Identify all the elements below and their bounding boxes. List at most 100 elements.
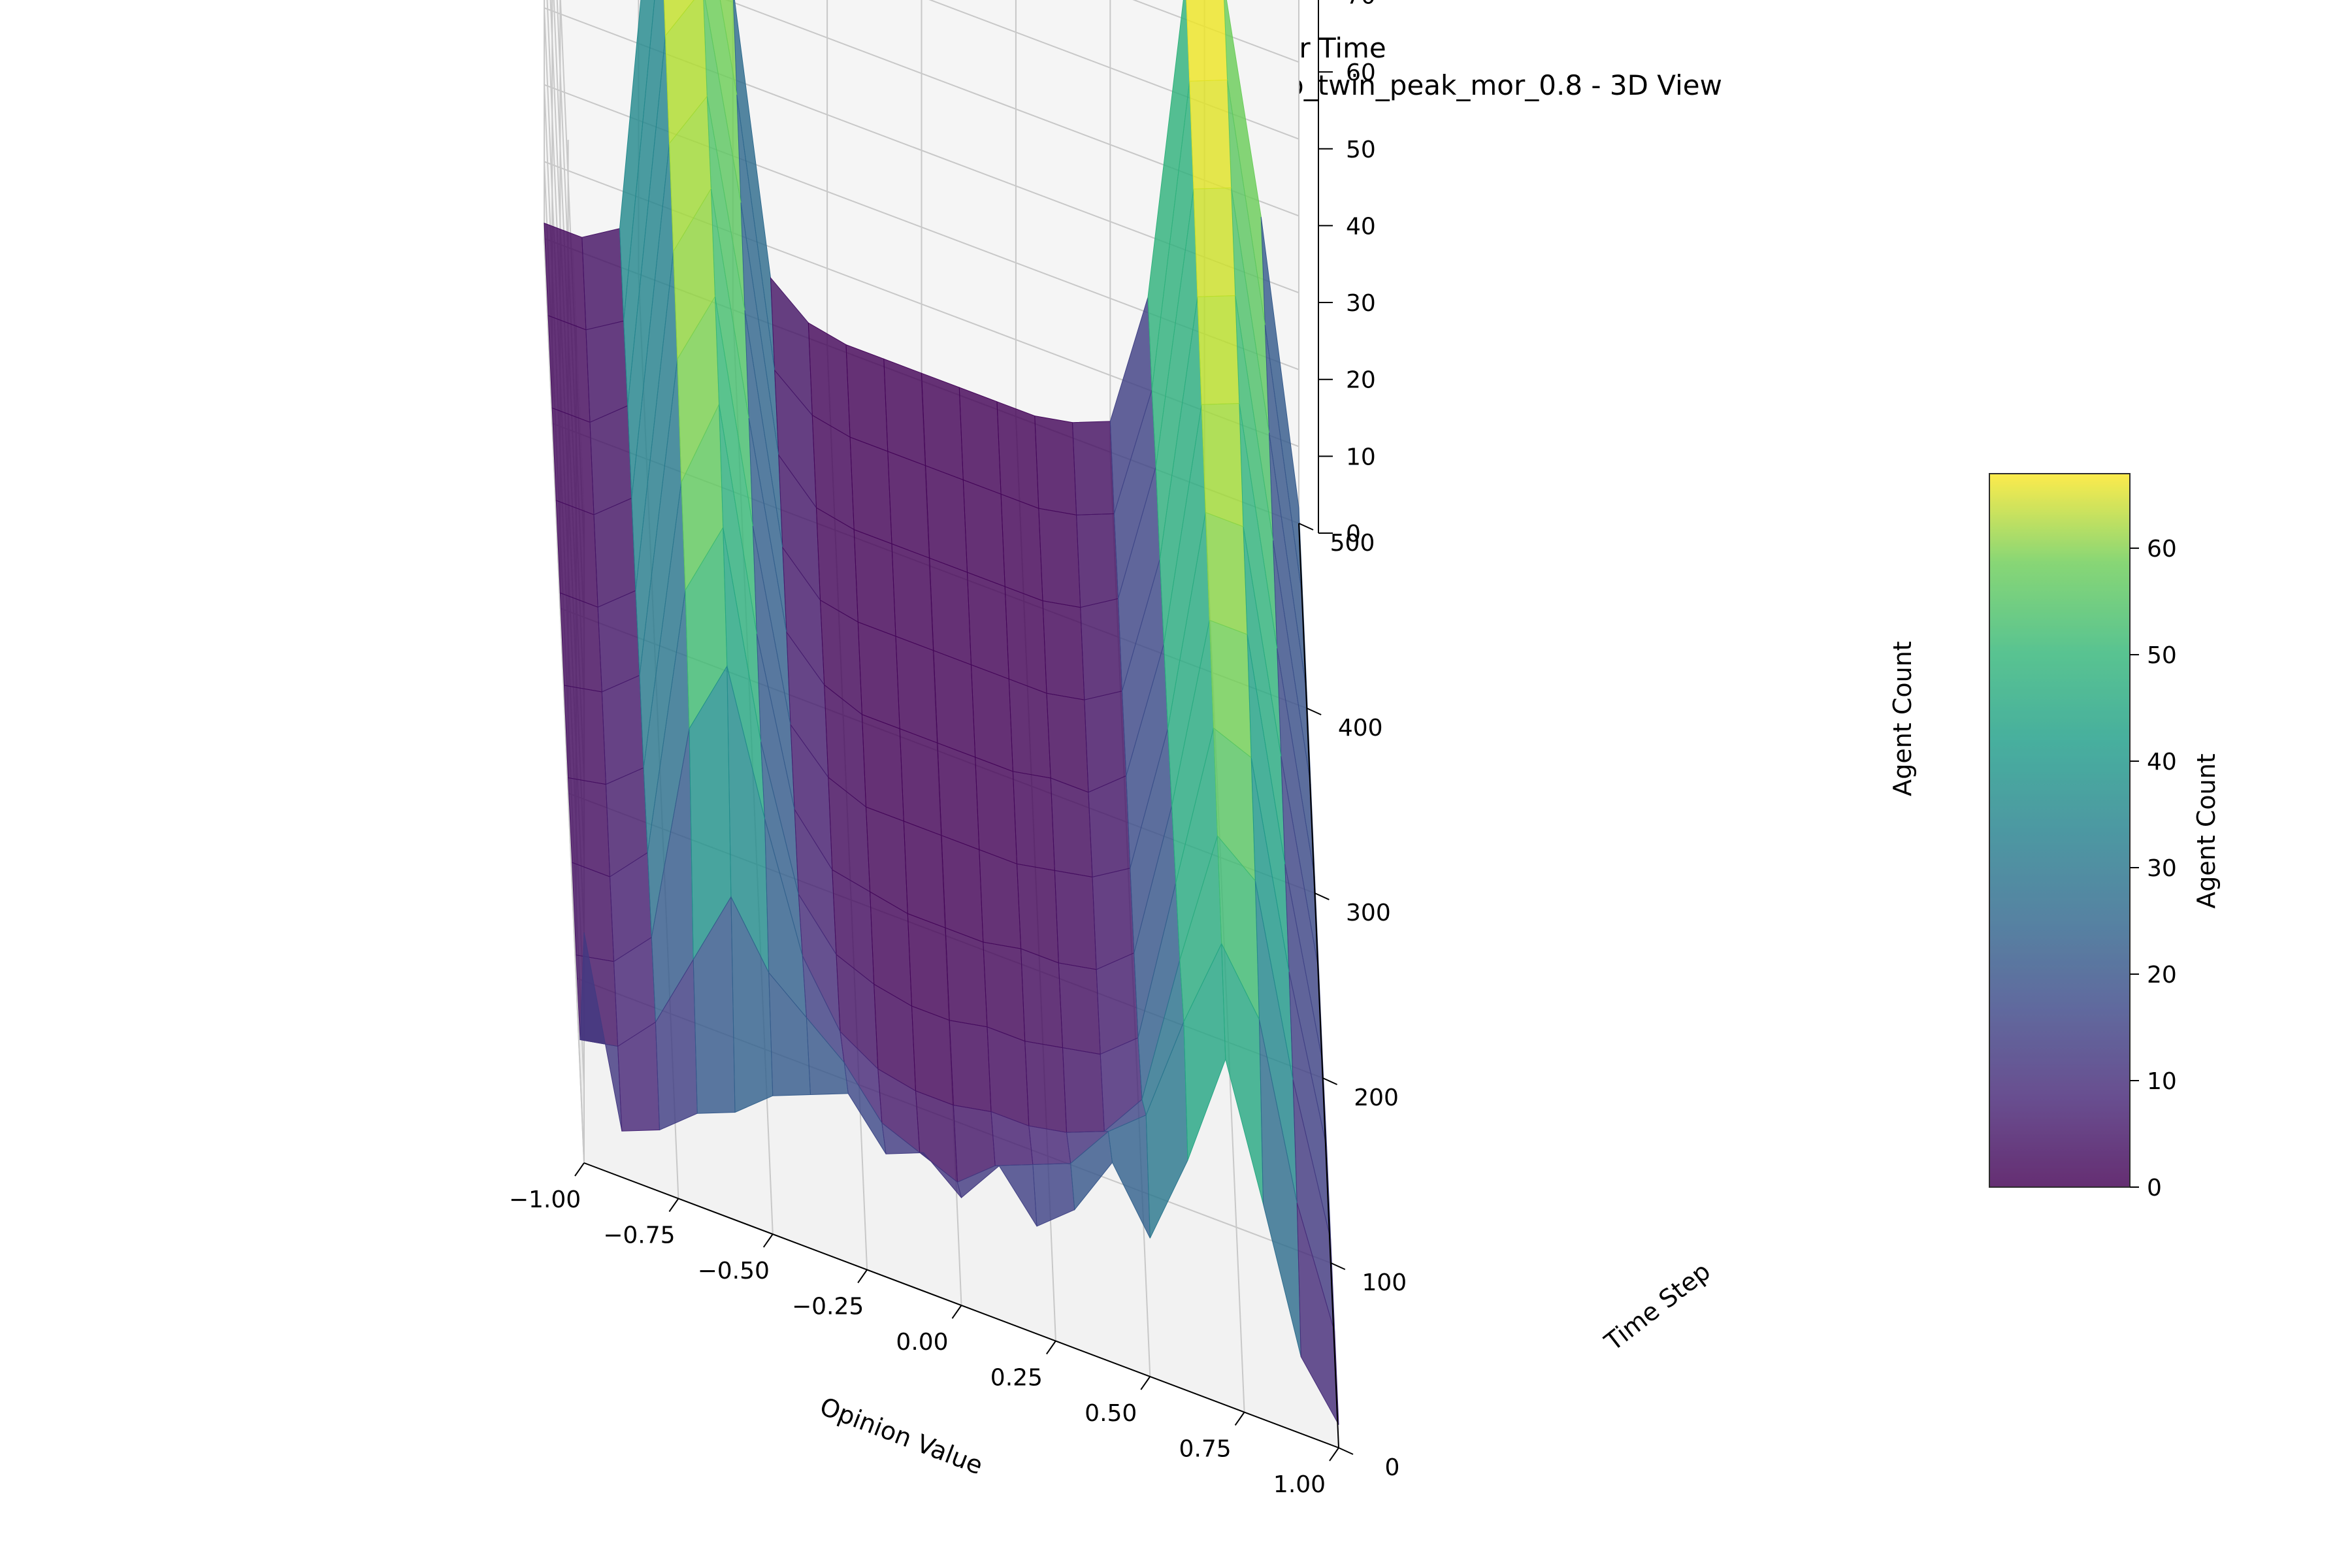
surface-patch bbox=[1062, 1047, 1105, 1133]
surface-patch bbox=[933, 649, 976, 758]
surface-patch bbox=[1201, 402, 1244, 527]
x-tick-label: 0.00 bbox=[896, 1329, 948, 1356]
surface-patch bbox=[544, 222, 587, 331]
surface-patch bbox=[1092, 868, 1135, 970]
x-tick-mark bbox=[1046, 1340, 1056, 1355]
surface-patch bbox=[1186, 0, 1228, 82]
y-tick-mark bbox=[1306, 708, 1322, 715]
surface-patch bbox=[1205, 512, 1248, 635]
surface-patch bbox=[555, 500, 598, 608]
surface-patch bbox=[1096, 952, 1139, 1055]
surface-patch bbox=[1024, 1041, 1068, 1133]
surface-patch bbox=[1008, 678, 1051, 779]
y-tick-mark bbox=[1330, 1262, 1346, 1270]
surface-patch bbox=[925, 465, 968, 573]
x-tick-label: −0.50 bbox=[698, 1258, 770, 1284]
surface-patch bbox=[887, 451, 930, 559]
surface-plot bbox=[544, 0, 1339, 1425]
colorbar-ticks: 0 10 20 30 40 50 60 bbox=[2130, 536, 2177, 1201]
surface-patch bbox=[1076, 513, 1119, 608]
surface-patch bbox=[861, 713, 904, 822]
surface-patch bbox=[966, 572, 1009, 680]
surface-patch bbox=[921, 372, 964, 481]
z-tick-label: 50 bbox=[1346, 137, 1376, 163]
surface-patch bbox=[1058, 962, 1101, 1055]
x-tick-mark bbox=[762, 1233, 774, 1248]
x-tick-mark bbox=[668, 1198, 679, 1213]
x-tick-mark bbox=[1140, 1376, 1151, 1390]
surface-patch bbox=[899, 728, 942, 836]
colorbar: 0 10 20 30 40 50 60 Agent Count bbox=[1989, 473, 2221, 1201]
surface-patch bbox=[845, 344, 889, 452]
surface-patch bbox=[962, 479, 1005, 587]
surface-patch bbox=[1016, 863, 1059, 964]
surface-patch bbox=[1084, 691, 1127, 793]
surface-patch bbox=[903, 821, 946, 928]
surface-patch bbox=[929, 557, 972, 666]
surface-patch bbox=[1193, 187, 1236, 297]
surface-patch bbox=[593, 497, 636, 608]
x-tick-label: −0.75 bbox=[603, 1222, 675, 1249]
y-axis-line bbox=[1298, 523, 1339, 1448]
z-tick-label: 10 bbox=[1346, 444, 1376, 470]
surface-patch bbox=[945, 927, 988, 1028]
surface-patch bbox=[907, 913, 950, 1021]
y-tick-label: 200 bbox=[1354, 1085, 1399, 1111]
x-tick-label: 0.25 bbox=[990, 1365, 1043, 1392]
surface-patch bbox=[547, 315, 591, 423]
surface-patch bbox=[987, 1026, 1030, 1127]
z-tick-label: 40 bbox=[1346, 213, 1376, 240]
y-tick-mark bbox=[1314, 892, 1330, 900]
surface-patch bbox=[958, 387, 1002, 495]
surface-patch bbox=[1050, 777, 1093, 877]
surface-patch bbox=[581, 228, 625, 331]
surface-patch bbox=[911, 1005, 954, 1106]
surface-patch bbox=[1046, 693, 1089, 793]
surface-patch bbox=[1080, 598, 1123, 700]
surface-patch bbox=[1038, 508, 1081, 608]
colorbar-tick-label: 20 bbox=[2147, 962, 2177, 988]
surface-patch bbox=[563, 685, 606, 785]
surface-patch bbox=[1042, 600, 1085, 700]
surface-patch bbox=[597, 590, 640, 693]
x-tick-label: −0.25 bbox=[792, 1294, 864, 1320]
surface-patch bbox=[849, 436, 892, 545]
surface-patch bbox=[979, 849, 1022, 949]
surface-patch bbox=[572, 862, 615, 962]
y-tick-mark bbox=[1322, 1077, 1338, 1085]
surface-patch bbox=[937, 742, 980, 851]
surface-patch bbox=[1012, 771, 1055, 871]
surface-patch bbox=[996, 401, 1039, 509]
z-tick-label: 20 bbox=[1346, 367, 1376, 394]
y-tick-label: 300 bbox=[1346, 900, 1391, 926]
surface-patch bbox=[1054, 870, 1097, 970]
z-tick-label: 30 bbox=[1346, 290, 1376, 317]
y-tick-label: 400 bbox=[1338, 715, 1383, 742]
surface-patch bbox=[857, 621, 900, 730]
x-tick-label: 0.50 bbox=[1085, 1400, 1137, 1427]
surface-patch bbox=[1021, 948, 1064, 1049]
surface-patch bbox=[895, 636, 938, 743]
colorbar-label: Agent Count bbox=[2192, 753, 2221, 908]
surface-patch bbox=[568, 777, 611, 877]
surface-patch bbox=[1034, 416, 1077, 515]
surface-patch bbox=[1088, 775, 1131, 878]
surface-patch bbox=[1189, 79, 1232, 189]
y-tick-label: 500 bbox=[1330, 530, 1375, 557]
y-tick-mark bbox=[1338, 1447, 1354, 1455]
surface-patch bbox=[551, 407, 595, 515]
surface-patch bbox=[585, 320, 629, 423]
surface-patch bbox=[883, 358, 926, 466]
z-axis-label: Agent Count bbox=[1888, 641, 1917, 796]
surface-patch bbox=[941, 834, 984, 943]
z-tick-label: 60 bbox=[1346, 59, 1376, 86]
colorbar-tick-label: 10 bbox=[2147, 1068, 2177, 1095]
colorbar-tick-label: 50 bbox=[2147, 642, 2177, 669]
x-tick-label: 1.00 bbox=[1273, 1471, 1326, 1498]
surface-patch bbox=[949, 1020, 992, 1113]
surface-patch bbox=[1004, 586, 1047, 694]
colorbar-gradient bbox=[1989, 473, 2131, 1188]
z-tick-label: 0 bbox=[1346, 521, 1361, 547]
x-tick-mark bbox=[951, 1305, 962, 1319]
surface-patch bbox=[970, 664, 1013, 772]
